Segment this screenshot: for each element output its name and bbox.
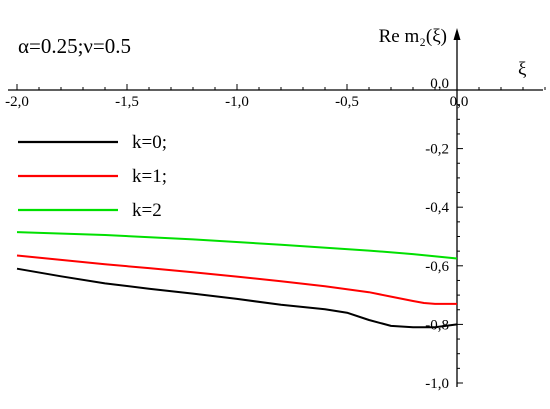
y-tick-label: -1,0 [425,376,449,392]
y-tick-label: -0,4 [425,200,449,216]
legend: k=0; k=1; k=2 [18,132,167,221]
x-tick-label: 0,0 [450,94,469,110]
x-tick-label: -1,0 [225,94,249,110]
y-tick-label: -0,2 [425,142,449,158]
parameter-annotation: α=0.25;ν=0.5 [18,34,131,58]
x-tick-label: -2,0 [5,94,29,110]
legend-label: k=2 [132,200,162,221]
y-tick-label: -0,6 [425,259,449,275]
y-tick-label: 0,0 [430,76,449,92]
y-axis-arrow [453,28,461,40]
series-line [16,267,458,329]
x-tick-label: -0,5 [335,94,359,110]
series-layer [16,231,458,329]
legend-label: k=1; [132,166,167,187]
series-line [16,231,458,260]
y-tick-label: -0,8 [425,317,449,333]
legend-label: k=0; [132,132,167,153]
x-axis-title: ξ [518,59,527,80]
y-axis-title: Re m₂(ξ) [379,26,447,47]
x-tick-label: -1,5 [115,94,139,110]
axes: -2,0 -1,5 -1,0 -0,5 0,00,0 -0,2 -0,4 -0,6 -0,8 -1… [5,28,546,392]
series-line [16,254,457,305]
